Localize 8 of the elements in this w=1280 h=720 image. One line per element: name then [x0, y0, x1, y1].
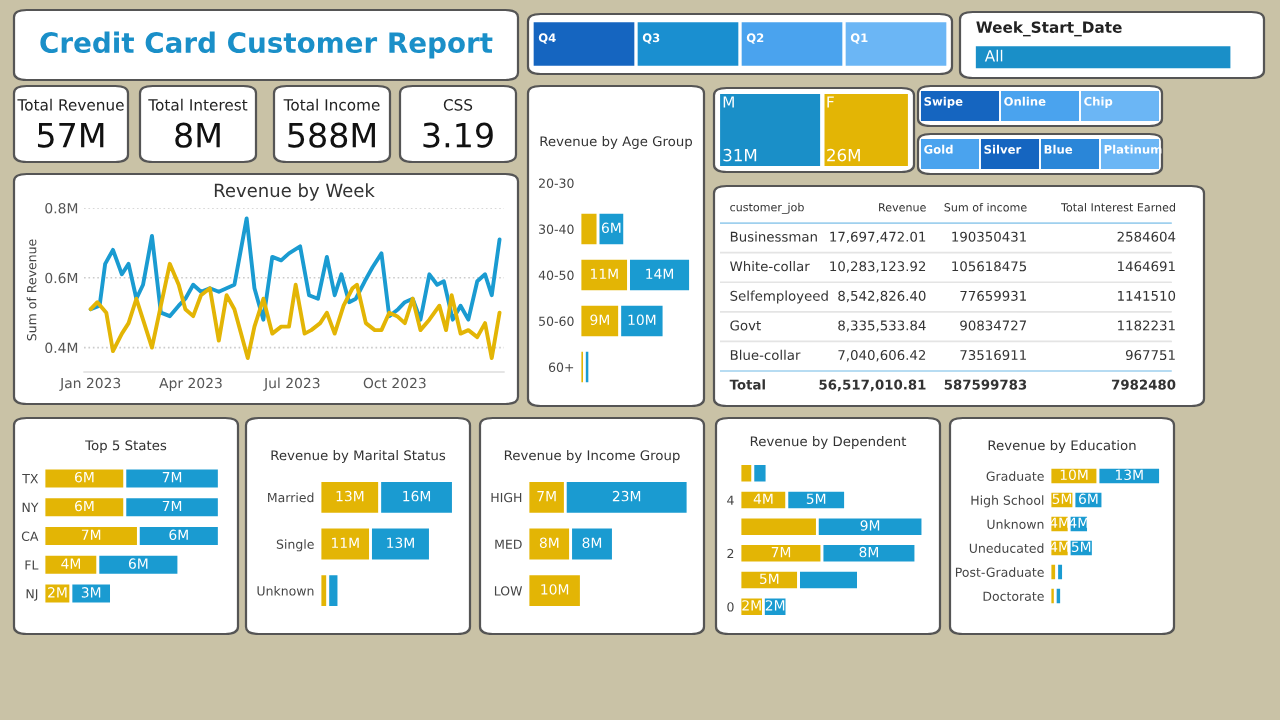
text: Credit Card Customer Report: [40, 31, 493, 59]
data-label: 26M: [827, 148, 860, 162]
chart-title: Revenue by Week: [214, 183, 375, 201]
text: 588M: [288, 122, 375, 148]
text: 3.19: [423, 122, 493, 148]
text: 57M: [37, 123, 104, 148]
data-label: 31M: [723, 148, 757, 162]
text: 8M: [175, 122, 220, 148]
